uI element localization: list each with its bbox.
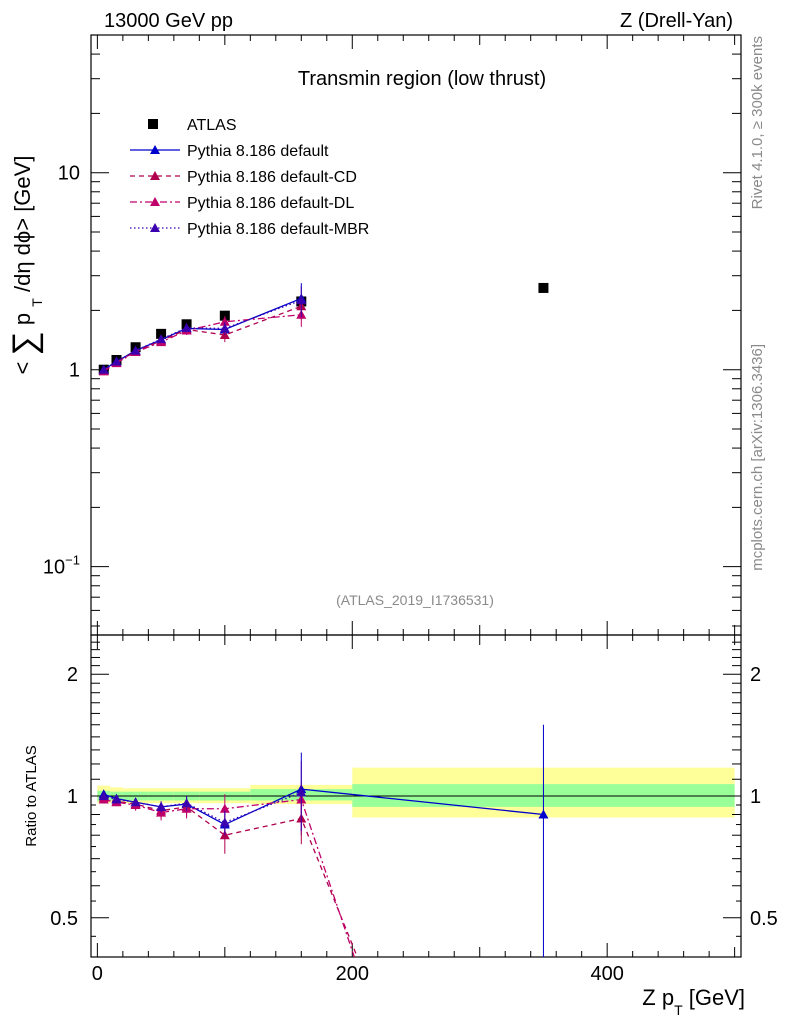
legend-marker-3	[150, 197, 160, 206]
ratio-series-layer	[98, 724, 549, 957]
main-y-tick-label-0: 10−1	[43, 553, 80, 579]
axes-ticks: 0 200 400 10−1 1 10 0.5 0.5 1 1 2 2	[43, 34, 778, 985]
main-y-tick-label-2: 10	[58, 163, 80, 185]
analysis-watermark: (ATLAS_2019_I1736531)	[336, 592, 494, 608]
ratio-line-2	[103, 798, 356, 957]
ratio-series-2	[98, 782, 356, 957]
legend-marker-4	[150, 223, 160, 232]
main-series-2	[98, 294, 307, 375]
ratio-marker-3-2	[130, 797, 141, 807]
main-line-4	[103, 299, 302, 371]
main-y-tick-label-1: 1	[69, 360, 80, 382]
ratio-y-tick-label-right-1: 1	[750, 786, 761, 808]
ratio-line-0	[103, 788, 544, 826]
main-marker-4-0	[98, 364, 109, 374]
ratio-y-tick-label-left-1: 1	[67, 786, 78, 808]
ratio-marker-3-4	[181, 798, 192, 808]
series-layer	[98, 282, 549, 957]
ratio-y-tick-label-right-2: 2	[750, 664, 761, 686]
ratio-marker-3-3	[156, 801, 167, 811]
main-series-0	[98, 282, 549, 375]
legend-entry-1: Pythia 8.186 default	[130, 143, 329, 160]
legend-label-0: ATLAS	[187, 117, 237, 134]
main-marker-4-5	[219, 323, 230, 333]
ratio-y-axis-label: Ratio to ATLAS	[23, 745, 40, 846]
legend-marker-0	[148, 119, 158, 129]
mcplots-label: mcplots.cern.ch [arXiv:1306.3436]	[749, 344, 766, 571]
ratio-marker-3-1	[111, 794, 122, 804]
ratio-marker-3-6	[296, 787, 307, 797]
x-tick-label-0: 0	[92, 963, 103, 985]
main-y-tick-label-0-exp: −1	[65, 553, 80, 568]
main-y-axis-label: < ∑ p T /dη dϕ> [GeV]	[6, 156, 47, 375]
legend-marker-1	[150, 145, 160, 154]
main-marker-4-4	[181, 322, 192, 332]
main-marker-4-6	[296, 295, 307, 305]
legend-entry-0: ATLAS	[148, 117, 237, 134]
legend-entry-3: Pythia 8.186 default-DL	[130, 195, 354, 212]
atlas-point-3	[156, 328, 167, 339]
chart-title: Transmin region (low thrust)	[298, 68, 546, 90]
x-tick-label-1: 200	[336, 963, 369, 985]
atlas-point-7	[538, 282, 549, 293]
legend-label-4: Pythia 8.186 default-MBR	[187, 221, 369, 238]
main-series-4	[98, 286, 307, 374]
ratio-marker-2-5	[219, 803, 230, 813]
svg-text:Z pT [GeV]: Z pT [GeV]	[642, 985, 745, 1018]
legend-label-3: Pythia 8.186 default-DL	[187, 195, 354, 212]
legend: ATLAS Pythia 8.186 default Pythia 8.186 de…	[130, 117, 369, 238]
legend-marker-2	[150, 171, 160, 180]
atlas-point-5	[219, 310, 230, 321]
main-line-1	[103, 297, 302, 371]
ratio-marker-3-0	[98, 791, 109, 800]
ratio-y-tick-label-left-0: 0.5	[50, 908, 78, 930]
ratio-y-tick-label-right-0: 0.5	[750, 908, 778, 930]
legend-entry-2: Pythia 8.186 default-CD	[130, 169, 357, 186]
legend-entry-4: Pythia 8.186 default-MBR	[130, 221, 369, 238]
svg-text:< ∑ p T: < ∑ p T /dη dϕ> [GeV]	[6, 156, 47, 375]
x-axis-label: Z pT [GeV]	[642, 985, 745, 1018]
ratio-series-3	[98, 761, 307, 836]
ratio-marker-3-5	[219, 817, 230, 827]
main-marker-4-1	[111, 356, 122, 366]
rivet-label: Rivet 4.1.0, ≥ 300k events	[749, 36, 766, 209]
main-marker-3-5	[219, 316, 230, 326]
main-marker-4-3	[156, 334, 167, 344]
ratio-y-tick-label-left-2: 2	[67, 664, 78, 686]
legend-label-2: Pythia 8.186 default-CD	[187, 169, 357, 186]
main-series-3	[98, 304, 307, 376]
header-left: 13000 GeV pp	[104, 10, 233, 32]
main-marker-4-2	[130, 345, 141, 355]
main-line-2	[103, 305, 302, 372]
ratio-marker-0-7	[538, 809, 549, 819]
x-tick-label-2: 400	[590, 963, 623, 985]
legend-label-1: Pythia 8.186 default	[187, 143, 329, 160]
header-right: Z (Drell-Yan)	[620, 10, 733, 32]
